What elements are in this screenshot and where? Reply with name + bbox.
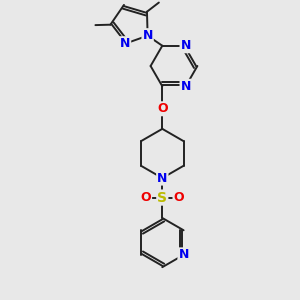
Text: O: O bbox=[157, 102, 168, 115]
Text: N: N bbox=[181, 80, 191, 93]
Text: N: N bbox=[157, 172, 167, 184]
Text: N: N bbox=[120, 37, 130, 50]
Text: N: N bbox=[142, 29, 153, 42]
Text: N: N bbox=[178, 248, 189, 261]
Text: N: N bbox=[181, 39, 191, 52]
Text: S: S bbox=[157, 190, 167, 205]
Text: O: O bbox=[140, 191, 151, 204]
Text: O: O bbox=[173, 191, 184, 204]
